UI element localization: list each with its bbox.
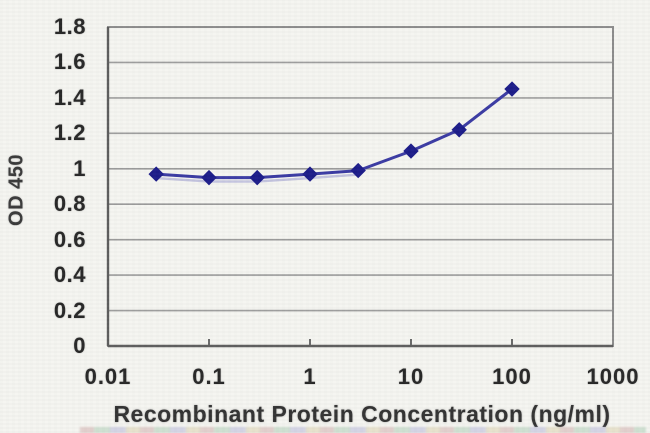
y-tick-label: 1.6 bbox=[53, 49, 86, 75]
data-point-marker bbox=[403, 143, 419, 159]
y-tick-label: 1.2 bbox=[53, 120, 86, 146]
y-tick-label: 0.8 bbox=[53, 191, 86, 217]
y-tick-label: 0.4 bbox=[53, 262, 86, 288]
x-tick-label: 0.1 bbox=[192, 364, 226, 389]
x-tick-label: 1000 bbox=[586, 364, 640, 389]
data-point-marker bbox=[451, 122, 467, 138]
y-tick-label: 1 bbox=[73, 155, 86, 181]
y-tick-label: 1.4 bbox=[53, 84, 86, 110]
data-point-marker bbox=[350, 162, 366, 179]
y-axis-title: OD 450 bbox=[5, 154, 28, 226]
series-line bbox=[154, 87, 514, 180]
x-axis-title: Recombinant Protein Concentration (ng/ml… bbox=[113, 401, 611, 427]
y-tick-label: 0.2 bbox=[53, 297, 86, 323]
data-point-marker bbox=[201, 169, 217, 186]
bottom-artifact-strip bbox=[80, 427, 646, 433]
data-point-marker bbox=[249, 169, 265, 186]
plot-border bbox=[107, 26, 614, 347]
data-point-marker bbox=[504, 81, 520, 97]
y-tick-label: 0.6 bbox=[53, 226, 86, 252]
x-tick-label: 0.01 bbox=[84, 364, 132, 389]
y-tick-label: 1.8 bbox=[53, 14, 86, 39]
data-point-marker bbox=[148, 166, 164, 182]
x-tick-label: 10 bbox=[397, 364, 425, 389]
x-tick-label: 1 bbox=[303, 364, 317, 389]
data-point-marker bbox=[302, 166, 318, 182]
x-tick-label: 100 bbox=[492, 364, 532, 389]
y-tick-label: 0 bbox=[73, 333, 86, 358]
